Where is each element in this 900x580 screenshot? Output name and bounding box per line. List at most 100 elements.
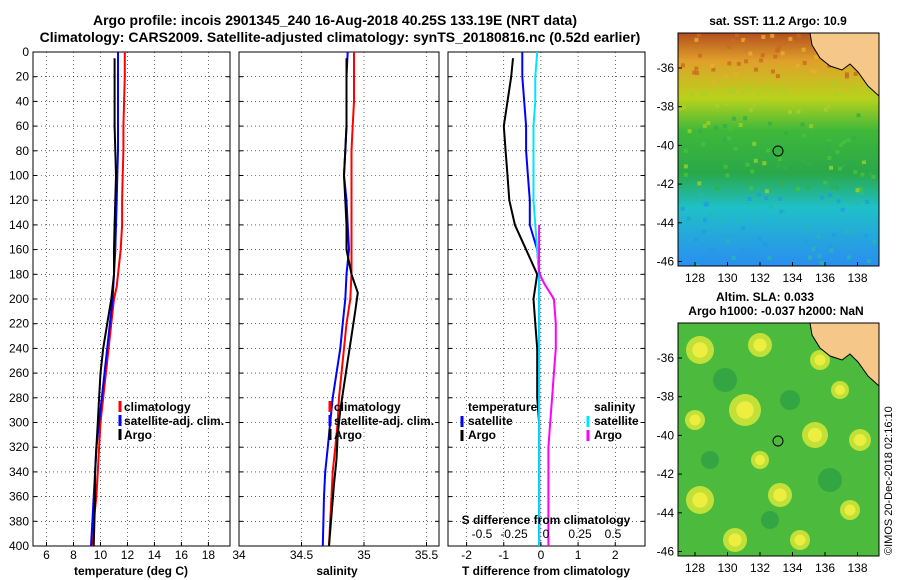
- y-tick-label: 340: [9, 465, 29, 479]
- sla-map: Altim. SLA: 0.033 Argo h1000: -0.037 h20…: [657, 290, 880, 575]
- legend-label-argo: Argo: [334, 428, 362, 442]
- map-y-tick-label: -36: [657, 351, 675, 365]
- s-tick: 0: [543, 527, 550, 541]
- series-line-climatology: [328, 52, 355, 547]
- salinity-legend: climatology satellite-adj. clim. Argo: [328, 400, 434, 442]
- y-tick-label: 80: [16, 144, 30, 158]
- map-x-tick-label: 128: [685, 561, 705, 575]
- x-tick-label: 8: [70, 548, 77, 562]
- map-x-tick-label: 134: [782, 271, 802, 285]
- difference-panel: -2 -1 0 1 2 T difference from climatology S …: [447, 51, 646, 578]
- difference-grid: [448, 51, 645, 547]
- difference-top-xlabel: S difference from climatology: [462, 513, 631, 527]
- s-tick: 0.25: [568, 527, 592, 541]
- x-tick-label: 12: [121, 548, 135, 562]
- y-tick-label: 20: [16, 70, 30, 84]
- x-tick-label: 6: [43, 548, 50, 562]
- y-tick-label: 360: [9, 490, 29, 504]
- difference-xlabel: T difference from climatology: [462, 564, 630, 578]
- x-tick-label: 2: [612, 548, 619, 562]
- y-tick-label: 200: [9, 292, 29, 306]
- y-tick-label: 160: [9, 243, 29, 257]
- series-line-s-satellite: [532, 51, 541, 546]
- temperature-xlabel: temperature (deg C): [74, 564, 188, 578]
- x-tick-label: -1: [498, 548, 509, 562]
- y-tick-label: 140: [9, 218, 29, 232]
- x-tick-label: 10: [94, 548, 108, 562]
- difference-legend: temperature satellite Argo salinity sate…: [460, 400, 639, 442]
- y-tick-label: 60: [16, 119, 30, 133]
- map-y-tick-label: -40: [657, 138, 675, 152]
- map-x-tick-label: 130: [717, 271, 737, 285]
- sla-map-title-line1: Altim. SLA: 0.033: [716, 290, 814, 304]
- x-tick-label: 1: [575, 548, 582, 562]
- map-y-tick-label: -46: [657, 545, 675, 559]
- y-tick-label: 40: [16, 94, 30, 108]
- legend-title-temperature: temperature: [468, 400, 538, 414]
- sla-coastline: [809, 323, 879, 387]
- s-tick: -0.5: [472, 527, 493, 541]
- legend-label-satellite-adj: satellite-adj. clim.: [334, 414, 434, 428]
- y-tick-label: 100: [9, 169, 29, 183]
- y-tick-label: 300: [9, 416, 29, 430]
- y-tick-label: 180: [9, 267, 29, 281]
- sst-map-title: sat. SST: 11.2 Argo: 10.9: [709, 14, 847, 28]
- salinity-panel: 34 34.5 35 35.5 salinity climatology satell…: [232, 51, 440, 578]
- map-y-tick-label: -40: [657, 428, 675, 442]
- y-tick-label: 240: [9, 341, 29, 355]
- x-tick-label: -2: [461, 548, 472, 562]
- y-tick-label: 320: [9, 440, 29, 454]
- map-y-tick-label: -42: [657, 177, 675, 191]
- y-tick-label: 120: [9, 193, 29, 207]
- x-tick-label: 35: [357, 548, 371, 562]
- watermark: ©IMOS 20-Dec-2018 02:16:10: [883, 406, 895, 555]
- y-tick-label: 280: [9, 391, 29, 405]
- y-tick-label: 400: [9, 539, 29, 553]
- legend-label-t-satellite: satellite: [468, 414, 513, 428]
- figure-title-line1: Argo profile: incois 2901345_240 16-Aug-…: [93, 12, 577, 28]
- x-tick-label: 18: [202, 548, 216, 562]
- map-x-tick-label: 138: [847, 561, 867, 575]
- map-x-tick-label: 136: [815, 561, 835, 575]
- x-tick-label: 34: [232, 548, 246, 562]
- map-x-tick-label: 136: [815, 271, 835, 285]
- y-tick-label: 220: [9, 317, 29, 331]
- map-x-tick-label: 132: [750, 271, 770, 285]
- sla-map-title-line2: Argo h1000: -0.037 h2000: NaN: [688, 304, 863, 318]
- y-tick-label: 380: [9, 514, 29, 528]
- s-tick: -0.25: [500, 527, 528, 541]
- x-tick-label: 34.5: [290, 548, 314, 562]
- legend-label-climatology: climatology: [334, 400, 401, 414]
- salinity-xlabel: salinity: [316, 564, 358, 578]
- map-y-tick-label: -38: [657, 390, 675, 404]
- figure-title-line2: Climatology: CARS2009. Satellite-adjuste…: [40, 29, 641, 45]
- sst-coastline: [809, 33, 879, 97]
- map-y-tick-label: -44: [657, 506, 675, 520]
- x-tick-label: 16: [175, 548, 189, 562]
- series-line-argo: [328, 58, 359, 547]
- map-y-tick-label: -46: [657, 255, 675, 269]
- legend-label-t-argo: Argo: [468, 428, 496, 442]
- map-y-tick-label: -44: [657, 216, 675, 230]
- legend-title-salinity: salinity: [594, 400, 636, 414]
- temperature-legend: climatology satellite-adj. clim. Argo: [118, 400, 224, 442]
- map-y-tick-label: -36: [657, 61, 675, 75]
- y-tick-label: 0: [22, 45, 29, 59]
- sst-argo-position-marker: [772, 145, 784, 157]
- y-tick-label: 260: [9, 366, 29, 380]
- map-x-tick-label: 128: [685, 271, 705, 285]
- map-y-tick-label: -42: [657, 467, 675, 481]
- temperature-axes: [32, 51, 231, 547]
- temperature-grid: [33, 51, 230, 547]
- series-line-argo: [92, 58, 117, 547]
- x-tick-label: 35.5: [415, 548, 439, 562]
- sla-argo-position-marker: [772, 435, 784, 447]
- map-x-tick-label: 134: [782, 561, 802, 575]
- x-tick-label: 14: [148, 548, 162, 562]
- map-x-tick-label: 132: [750, 561, 770, 575]
- legend-label-argo: Argo: [124, 428, 152, 442]
- sst-map: sat. SST: 11.2 Argo: 10.9 128 130 132 134 13…: [657, 14, 880, 285]
- legend-label-s-satellite: satellite: [594, 414, 639, 428]
- salinity-difference-ticks: -0.5 -0.25 0 0.25 0.5: [472, 527, 622, 541]
